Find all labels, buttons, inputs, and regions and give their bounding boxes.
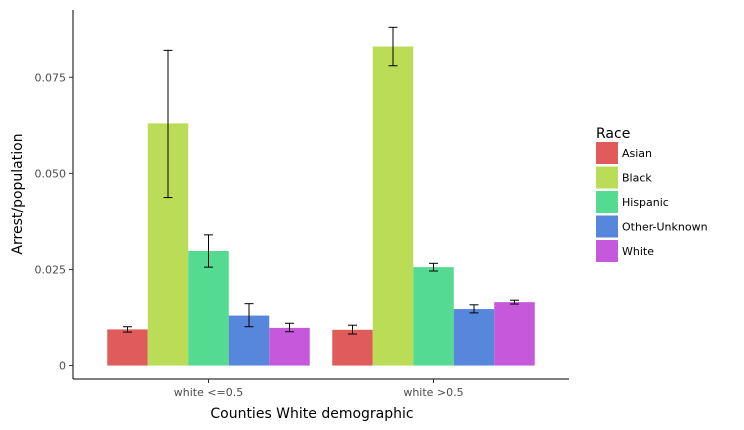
y-tick-label: 0.025 — [35, 263, 67, 276]
legend-label: Black — [622, 172, 652, 185]
y-tick-label: 0.075 — [35, 71, 67, 84]
bar-asian-1 — [107, 329, 148, 366]
bar-black-2 — [372, 46, 414, 366]
legend-swatch-asian — [596, 142, 618, 164]
x-tick-label: white >0.5 — [403, 386, 463, 399]
x-ticks: white <=0.5 white >0.5 — [174, 379, 464, 399]
bars-layer — [107, 46, 535, 366]
x-tick-label: white <=0.5 — [174, 386, 244, 399]
y-ticks: 0 0.025 0.050 0.075 — [35, 71, 73, 373]
legend: Race Asian Black Hispanic Other-Unknown Whit… — [596, 126, 708, 262]
legend-label: Other-Unknown — [622, 221, 708, 234]
error-bars-layer — [123, 26, 519, 335]
legend-label: White — [622, 245, 654, 258]
y-tick-label: 0 — [59, 360, 66, 373]
bar-other-unknown-2 — [453, 309, 495, 366]
legend-swatch-other-unknown — [596, 215, 618, 238]
y-axis-title: Arrest/population — [10, 133, 26, 254]
bar-asian-2 — [332, 329, 373, 366]
legend-label: Asian — [622, 147, 652, 160]
legend-swatch-hispanic — [596, 191, 618, 213]
legend-swatch-black — [596, 166, 618, 189]
bar-hispanic-2 — [413, 267, 454, 366]
bar-white-2 — [494, 302, 535, 366]
bar-hispanic-1 — [188, 251, 229, 366]
bar-white-1 — [269, 327, 310, 366]
legend-label: Hispanic — [622, 196, 669, 209]
legend-title: Race — [596, 126, 630, 142]
legend-swatch-white — [596, 240, 618, 262]
x-axis-title: Counties White demographic — [210, 406, 413, 422]
y-tick-label: 0.050 — [35, 167, 67, 180]
